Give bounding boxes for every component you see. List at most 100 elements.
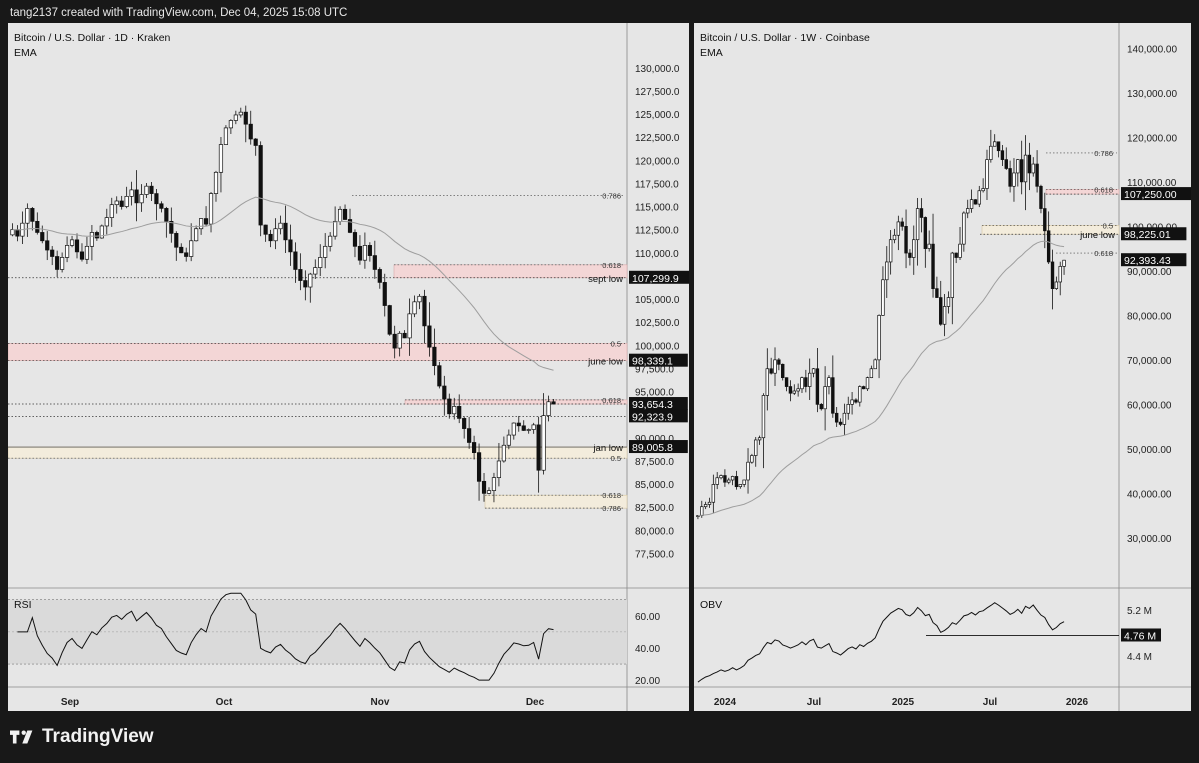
candle-body: [308, 273, 313, 288]
rsi-line: [17, 592, 554, 681]
daily-chart-pane[interactable]: Bitcoin / U.S. Dollar · 1D · Kraken EMA 13…: [8, 23, 689, 711]
candle-body: [129, 189, 134, 197]
candle-body: [64, 245, 70, 258]
candle-body: [337, 208, 343, 222]
candle-body: [521, 425, 526, 431]
fib-level-label: 0.5: [1103, 221, 1113, 230]
fib-level-label: 0.5: [611, 454, 621, 463]
candle-body: [1054, 281, 1059, 290]
candle-body: [734, 476, 739, 488]
candle-body: [467, 428, 472, 443]
candle-body: [996, 141, 1001, 152]
candle-body: [992, 141, 997, 147]
candle-body: [189, 240, 194, 257]
candle-body: [243, 111, 248, 125]
daily-chart-svg[interactable]: Bitcoin / U.S. Dollar · 1D · Kraken EMA 13…: [8, 23, 689, 711]
obv-tick-label: 4.4 M: [1127, 652, 1152, 663]
candle-body: [881, 279, 885, 316]
tradingview-logo: TradingView: [10, 726, 154, 748]
candle-body: [1012, 172, 1016, 187]
candle-body: [491, 477, 497, 491]
candle-body: [407, 313, 412, 339]
candle-body: [1023, 154, 1028, 183]
candle-body: [546, 401, 551, 416]
candle-body: [213, 171, 219, 194]
candle-body: [923, 217, 928, 249]
candle-body: [892, 234, 897, 241]
candle-body: [942, 306, 947, 325]
weekly-chart-svg[interactable]: Bitcoin / U.S. Dollar · 1W · Coinbase EMA…: [694, 23, 1191, 711]
candle-body: [761, 395, 766, 439]
candle-body: [323, 245, 328, 258]
candle-body: [838, 421, 843, 425]
candle-body: [777, 359, 781, 365]
price-level-name: jan low: [592, 443, 623, 454]
candle-body: [462, 418, 467, 429]
y-tick-label: 122,500.0: [635, 133, 680, 144]
candle-body: [233, 114, 238, 121]
candle-body: [273, 228, 278, 242]
y-tick-label: 130,000.0: [635, 64, 680, 75]
candle-body: [496, 460, 502, 478]
candle-body: [184, 252, 189, 257]
candle-body: [84, 245, 90, 260]
x-axis-label: Dec: [526, 697, 545, 708]
candle-body: [10, 229, 15, 236]
candle-body: [896, 221, 901, 236]
candle-body: [727, 479, 731, 483]
candle-body: [850, 399, 854, 405]
candle-body: [865, 377, 870, 390]
candle-body: [79, 251, 85, 260]
candle-body: [742, 479, 746, 485]
candle-body: [908, 252, 912, 258]
candle-body: [134, 189, 139, 204]
candle-body: [342, 208, 348, 220]
candle-body: [526, 429, 531, 431]
candle-body: [516, 422, 521, 427]
candle-body: [481, 480, 487, 494]
candle-body: [781, 363, 785, 378]
candle-body: [253, 138, 258, 146]
candle-body: [511, 422, 516, 436]
y-tick-label: 110,000.00: [1127, 178, 1177, 189]
tradingview-logo-icon: [10, 730, 33, 744]
candle-body: [258, 145, 263, 226]
chart-title: Bitcoin / U.S. Dollar · 1W · Coinbase: [700, 32, 870, 44]
candle-body: [154, 193, 159, 205]
x-axis-label: 2025: [892, 697, 915, 708]
y-tick-label: 80,000.00: [1127, 311, 1172, 322]
y-tick-label: 60,000.00: [1127, 400, 1172, 411]
candle-body: [711, 484, 716, 503]
candle-body: [50, 249, 55, 257]
candle-body: [939, 297, 943, 325]
weekly-chart-pane[interactable]: Bitcoin / U.S. Dollar · 1W · Coinbase EMA…: [694, 23, 1191, 711]
candle-body: [931, 243, 935, 289]
rsi-title: RSI: [14, 599, 32, 611]
y-tick-label: 82,500.0: [635, 503, 674, 514]
candle-body: [919, 208, 924, 218]
candle-body: [268, 233, 273, 242]
candle-body: [357, 245, 363, 261]
candle-body: [15, 229, 20, 237]
candle-body: [551, 401, 556, 405]
candle-body: [313, 267, 318, 275]
candle-body: [506, 434, 511, 446]
candle-body: [1000, 150, 1005, 160]
obv-tick-label: 5.2 M: [1127, 606, 1152, 617]
price-level-name: sept low: [588, 274, 623, 285]
candle-body: [169, 220, 174, 234]
y-tick-label: 140,000.00: [1127, 44, 1177, 55]
x-axis-label: Oct: [216, 697, 233, 708]
candle-body: [203, 218, 209, 225]
candle-body: [831, 377, 835, 414]
candle-body: [452, 406, 457, 415]
x-axis-label: 2024: [714, 697, 737, 708]
candle-body: [827, 377, 831, 387]
candle-body: [248, 123, 253, 140]
candle-body: [788, 386, 793, 394]
y-tick-label: 85,000.0: [635, 480, 674, 491]
candle-body: [263, 224, 268, 235]
candle-body: [1004, 159, 1008, 169]
candle-body: [208, 193, 214, 225]
candle-body: [114, 200, 119, 206]
